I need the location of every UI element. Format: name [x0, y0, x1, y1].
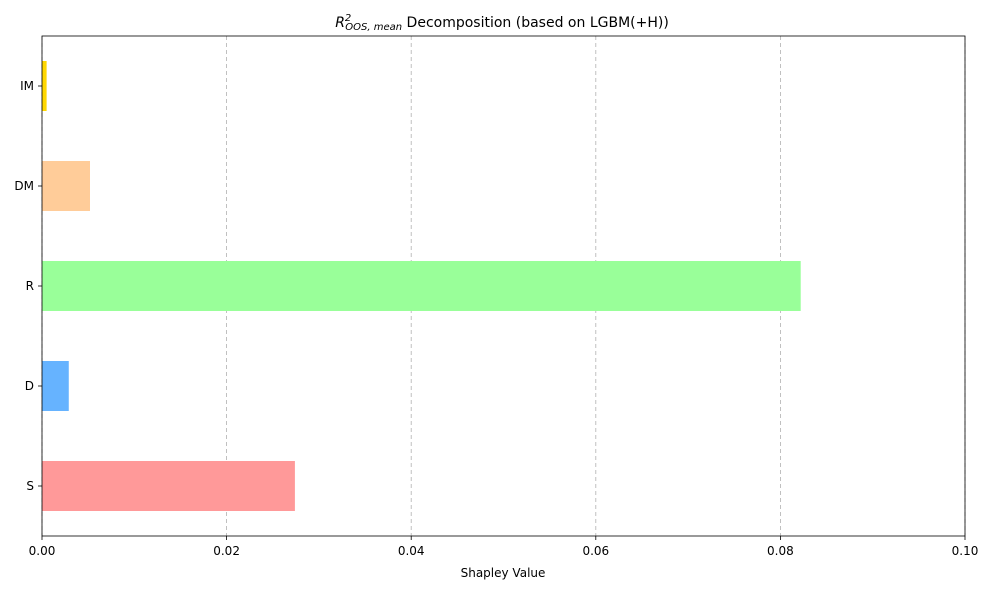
- y-tick-label-s: S: [26, 479, 34, 493]
- x-tick-label: 0.04: [398, 544, 425, 558]
- title-main: R: [335, 15, 345, 31]
- y-tick-label-r: R: [26, 279, 34, 293]
- title-superscript: 2: [345, 13, 351, 24]
- x-tick-label: 0.00: [29, 544, 56, 558]
- bar-dm: [42, 161, 90, 211]
- y-tick-label-im: IM: [20, 79, 34, 93]
- title-subscript: OOS, mean: [345, 22, 402, 33]
- bars: [42, 61, 801, 511]
- x-axis-ticks: 0.00 0.02 0.04 0.06 0.08 0.10: [29, 536, 979, 558]
- title-rest: Decomposition (based on LGBM(+H)): [402, 15, 669, 31]
- x-tick-label: 0.06: [582, 544, 609, 558]
- x-tick-label: 0.08: [767, 544, 794, 558]
- x-tick-label: 0.02: [213, 544, 240, 558]
- x-tick-label: 0.10: [952, 544, 979, 558]
- bar-d: [42, 361, 69, 411]
- y-tick-label-d: D: [25, 379, 34, 393]
- chart-title: R2 OOS, mean Decomposition (based on LGBM…: [335, 13, 669, 33]
- y-axis-ticks: S D R DM IM: [14, 79, 42, 493]
- x-axis-title: Shapley Value: [461, 566, 546, 580]
- bar-r: [42, 261, 801, 311]
- bar-im: [42, 61, 47, 111]
- bar-s: [42, 461, 295, 511]
- y-tick-label-dm: DM: [14, 179, 34, 193]
